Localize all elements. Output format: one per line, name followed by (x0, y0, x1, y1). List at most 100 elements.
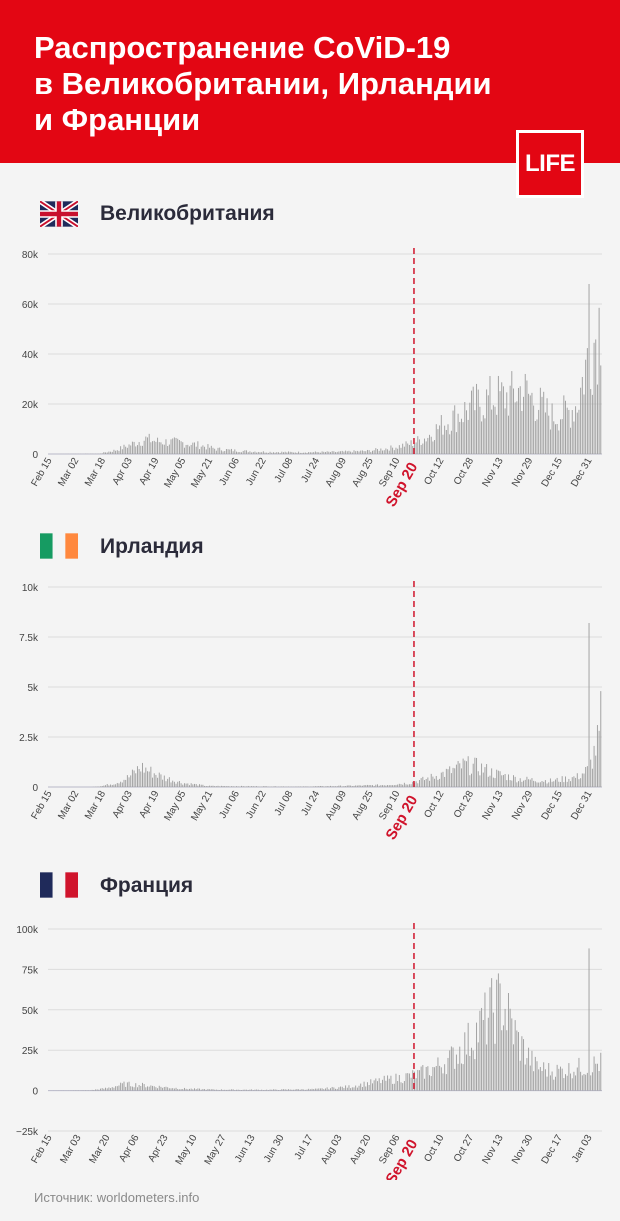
bar (450, 1046, 452, 1091)
bar (113, 784, 115, 787)
bar (360, 785, 362, 787)
bar (281, 1089, 283, 1091)
bar (467, 756, 469, 787)
bar (254, 451, 256, 454)
bar (230, 786, 232, 787)
bar (528, 1047, 530, 1091)
x-tick-label: Mar 03 (59, 1133, 84, 1166)
bar (455, 432, 457, 454)
bar (581, 1075, 583, 1091)
bar (496, 769, 498, 787)
bar (563, 395, 565, 454)
bar (561, 419, 563, 454)
bar (346, 451, 348, 454)
bar (474, 410, 476, 454)
bar (148, 771, 150, 787)
bar (548, 782, 550, 787)
bar (264, 786, 266, 787)
x-tick-label: Oct 28 (452, 789, 476, 820)
bar (549, 429, 551, 454)
bar (432, 441, 434, 454)
x-tick-label: Dec 17 (540, 1133, 566, 1166)
bar (247, 785, 249, 787)
bar (170, 1088, 172, 1091)
bar (595, 1063, 597, 1091)
bar (373, 450, 375, 454)
bar (358, 451, 360, 454)
bar (110, 784, 112, 787)
bar (417, 783, 419, 787)
bar (375, 1078, 377, 1091)
bar (472, 1050, 474, 1091)
bar (168, 1088, 170, 1091)
bar (390, 785, 392, 787)
bar (162, 779, 164, 787)
bar (190, 1088, 192, 1091)
bar (378, 1078, 380, 1091)
bar (502, 775, 504, 787)
bar (353, 1087, 355, 1091)
bar (325, 1088, 326, 1091)
bar (538, 1069, 540, 1091)
bar (588, 948, 590, 1091)
bar (432, 1067, 434, 1091)
bar (595, 339, 597, 454)
bar (497, 375, 499, 454)
bar (289, 451, 291, 454)
bar (380, 1083, 382, 1091)
x-tick-label: Aug 03 (319, 1133, 345, 1166)
bar (388, 1078, 390, 1091)
x-tick-label: Jun 06 (217, 789, 242, 821)
bar (227, 449, 229, 454)
x-tick-label: Aug 20 (348, 1133, 374, 1166)
bar (529, 779, 531, 787)
bar (578, 1057, 580, 1091)
bar (288, 1089, 289, 1091)
bar (554, 424, 556, 454)
bar (316, 786, 318, 787)
bar (543, 391, 545, 454)
bar (452, 410, 454, 454)
bar (241, 785, 242, 787)
bar (183, 783, 185, 787)
title-line-3: и Франции (34, 102, 201, 137)
bar (284, 1089, 286, 1091)
bar (215, 1089, 217, 1091)
bar (323, 1089, 325, 1091)
x-tick-label: Jun 06 (217, 456, 242, 488)
bar (393, 450, 395, 454)
bar (177, 438, 179, 454)
bar (277, 1090, 279, 1091)
bar (286, 1089, 288, 1091)
bar (183, 1087, 185, 1091)
bar (429, 780, 431, 787)
y-tick-label: 50k (22, 1006, 39, 1017)
bar (110, 1088, 112, 1091)
bar (225, 786, 227, 787)
bar (387, 1075, 389, 1091)
bar (340, 1086, 342, 1091)
bar (372, 450, 373, 454)
bar (497, 770, 499, 787)
bar (106, 452, 108, 454)
bar (370, 1079, 372, 1091)
bar (534, 1056, 536, 1091)
bar (194, 1088, 195, 1091)
x-tick-label: Aug 09 (324, 456, 350, 489)
bar (407, 784, 409, 787)
bar (400, 784, 402, 787)
x-tick-label: Apr 06 (117, 1133, 141, 1164)
bar (330, 785, 331, 787)
bar (450, 430, 452, 454)
bar (466, 1054, 467, 1091)
bar (586, 1072, 588, 1091)
bar (383, 1075, 385, 1091)
bar (200, 446, 202, 454)
bar (425, 1066, 427, 1091)
bar (487, 1017, 489, 1091)
bar (185, 783, 187, 787)
bar (361, 450, 363, 454)
bar (306, 452, 308, 454)
bar (430, 1076, 432, 1091)
bar (121, 782, 123, 787)
